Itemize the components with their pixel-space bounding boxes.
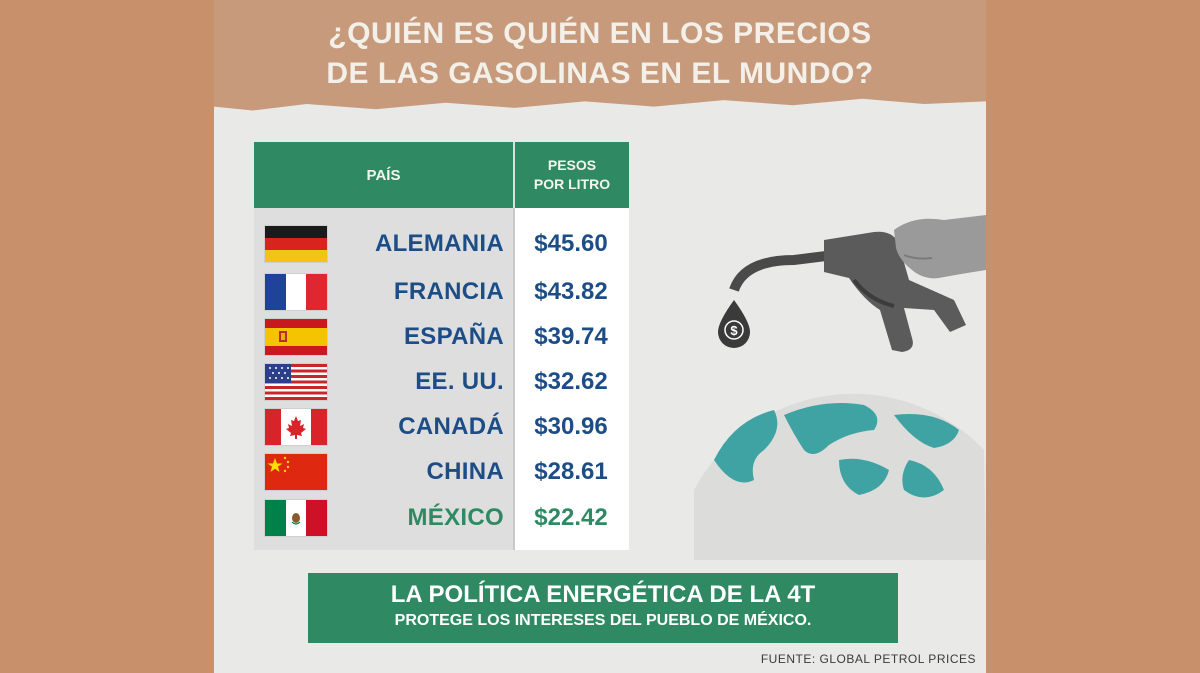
table-row: EE. UU. $32.62 xyxy=(254,360,629,404)
usa-flag-icon xyxy=(265,364,327,400)
fuel-nozzle-icon xyxy=(824,231,966,352)
table-row: CANADÁ $30.96 xyxy=(254,405,629,449)
country-name: ALEMANIA xyxy=(374,230,504,257)
country-name: CANADÁ xyxy=(398,413,504,440)
price-value: $45.60 xyxy=(534,230,608,257)
germany-flag-icon xyxy=(265,226,327,262)
table-row: ALEMANIA $45.60 xyxy=(254,222,629,266)
poster: ¿QUIÉN ES QUIÉN EN LOS PRECIOS DE LAS GA… xyxy=(214,0,986,673)
header-price: PESOS POR LITRO xyxy=(515,142,629,208)
banner-line-1: LA POLÍTICA ENERGÉTICA DE LA 4T xyxy=(390,581,816,608)
france-flag-icon xyxy=(265,274,327,310)
column-divider xyxy=(513,208,515,550)
header-price-line-2: POR LITRO xyxy=(533,176,611,192)
title-line-1: ¿QUIÉN ES QUIÉN EN LOS PRECIOS xyxy=(328,17,872,50)
message-banner: LA POLÍTICA ENERGÉTICA DE LA 4T PROTEGE … xyxy=(308,573,898,643)
country-name: CHINA xyxy=(426,458,504,485)
table-row: FRANCIA $43.82 xyxy=(254,270,629,314)
table-row: ESPAÑA $39.74 xyxy=(254,315,629,359)
spain-flag-icon xyxy=(265,319,327,355)
price-value: $39.74 xyxy=(534,323,608,350)
price-value: $32.62 xyxy=(534,368,608,395)
dollar-sign-icon: $ xyxy=(730,323,738,338)
country-name: FRANCIA xyxy=(393,278,504,305)
title-band xyxy=(214,0,986,111)
canada-flag-icon xyxy=(265,409,327,445)
banner-line-2: PROTEGE LOS INTERESES DEL PUEBLO DE MÉXI… xyxy=(394,612,812,629)
header-price-line-1: PESOS xyxy=(547,157,597,173)
fuel-nozzle-globe-illustration: $ xyxy=(694,215,986,560)
price-value: $22.42 xyxy=(534,504,608,531)
country-name: MÉXICO xyxy=(407,504,504,531)
country-name: EE. UU. xyxy=(415,368,504,395)
price-table: PAÍS PESOS POR LITRO ALEMANIA $45.60 xyxy=(254,142,629,550)
fuel-drop-icon xyxy=(718,300,750,348)
table-row: CHINA $28.61 xyxy=(254,450,629,494)
header-country: PAÍS xyxy=(254,142,513,208)
fuel-hose-icon xyxy=(729,250,835,292)
table-row: MÉXICO $22.42 xyxy=(254,496,629,540)
mexico-flag-icon xyxy=(265,500,327,536)
hand-icon xyxy=(894,215,986,279)
source-credit: FUENTE: GLOBAL PETROL PRICES xyxy=(760,652,976,666)
price-value: $30.96 xyxy=(534,413,608,440)
price-value: $28.61 xyxy=(534,458,608,485)
title-line-2: DE LAS GASOLINAS EN EL MUNDO? xyxy=(326,57,874,90)
price-value: $43.82 xyxy=(534,278,608,305)
poster-title: ¿QUIÉN ES QUIÉN EN LOS PRECIOS DE LAS GA… xyxy=(214,14,986,94)
country-name: ESPAÑA xyxy=(403,323,504,350)
globe-icon xyxy=(694,393,986,560)
china-flag-icon xyxy=(265,454,327,490)
price-column xyxy=(515,208,629,550)
